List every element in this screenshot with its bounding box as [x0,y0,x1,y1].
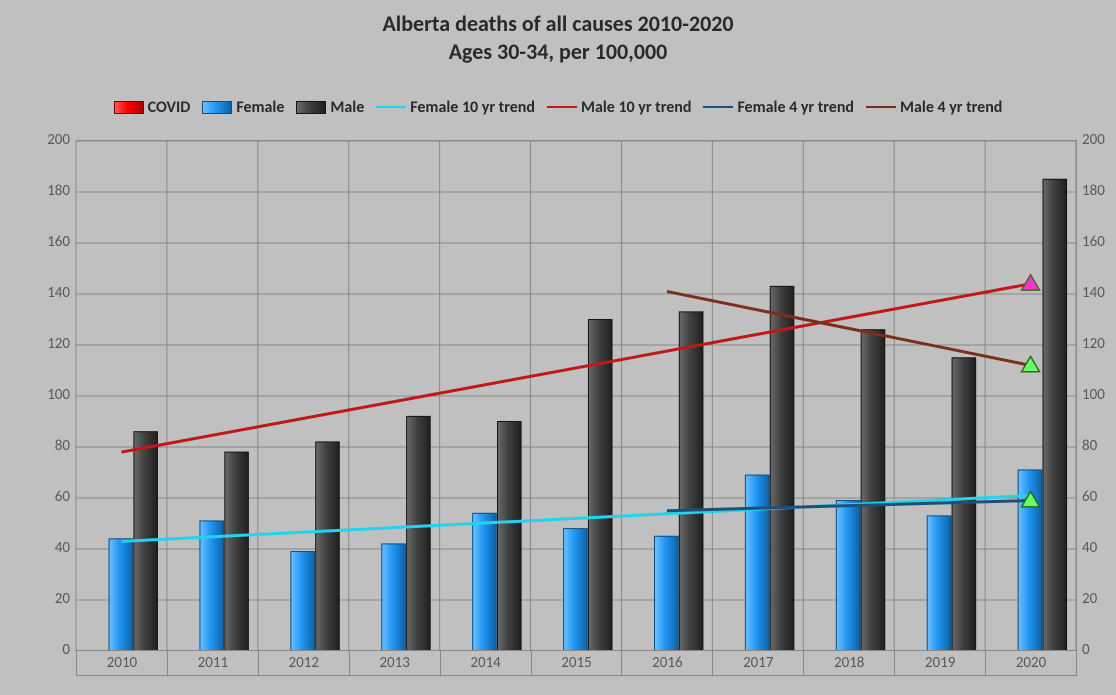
legend-label: Female 10 yr trend [410,98,535,117]
legend-swatch-bar [114,101,144,114]
plot-svg [76,141,1076,651]
bar-female [654,536,678,651]
y-tick-right: 140 [1082,284,1105,302]
y-tick-right: 20 [1082,590,1097,608]
bar-male [316,442,340,651]
legend-label: COVID [148,98,191,117]
chart-title: Alberta deaths of all causes 2010-2020 A… [0,10,1116,65]
x-tick: 2012 [259,650,350,676]
legend-swatch-line [376,106,406,109]
bar-male [498,422,522,652]
y-tick-left: 160 [36,233,70,251]
x-tick: 2010 [77,650,168,676]
y-tick-left: 60 [36,488,70,506]
bar-male [861,330,885,651]
title-line-1: Alberta deaths of all causes 2010-2020 [0,10,1116,38]
marker-male-10yr [1022,275,1040,290]
y-tick-left: 180 [36,182,70,200]
x-tick: 2011 [168,650,259,676]
y-tick-left: 120 [36,335,70,353]
bar-female [836,501,860,651]
legend-label: Male 10 yr trend [581,98,691,117]
legend-swatch-line [547,106,577,109]
x-tick: 2013 [350,650,441,676]
legend-label: Male [330,98,364,117]
plot-area [76,140,1077,651]
y-tick-right: 100 [1082,386,1105,404]
legend-item: Female 10 yr trend [376,98,535,117]
legend-item: COVID [114,98,191,117]
x-tick: 2014 [441,650,532,676]
x-tick: 2016 [622,650,713,676]
x-axis: 2010201120122013201420152016201720182019… [76,650,1077,676]
legend-swatch-line [703,106,733,109]
legend-label: Female 4 yr trend [737,98,854,117]
legend-item: Male 4 yr trend [866,98,1002,117]
y-tick-right: 200 [1082,131,1105,149]
bar-male [225,452,249,651]
y-tick-right: 60 [1082,488,1097,506]
legend-item: Male [296,98,364,117]
y-tick-right: 120 [1082,335,1105,353]
legend-item: Female 4 yr trend [703,98,854,117]
legend-swatch-bar [202,101,232,114]
y-tick-right: 80 [1082,437,1097,455]
y-tick-right: 40 [1082,539,1097,557]
bar-male [679,312,703,651]
bar-female [291,552,315,651]
bar-male [952,358,976,651]
y-tick-right: 0 [1082,641,1090,659]
x-tick: 2020 [986,650,1077,676]
legend-swatch-line [866,106,896,109]
trend-male-4yr [667,291,1031,365]
x-tick: 2017 [713,650,804,676]
bar-female [564,529,588,651]
bar-male [770,286,794,651]
x-tick: 2019 [895,650,986,676]
bar-male [407,416,431,651]
legend-swatch-bar [296,101,326,114]
legend-item: Male 10 yr trend [547,98,691,117]
legend-item: Female [202,98,284,117]
y-tick-right: 180 [1082,182,1105,200]
chart-container: Alberta deaths of all causes 2010-2020 A… [0,0,1116,695]
bar-female [382,544,406,651]
y-tick-left: 200 [36,131,70,149]
title-line-2: Ages 30-34, per 100,000 [0,38,1116,66]
y-tick-left: 80 [36,437,70,455]
bar-female [109,539,133,651]
bar-male [588,320,612,652]
y-tick-left: 0 [36,641,70,659]
y-tick-left: 40 [36,539,70,557]
bar-female [200,521,224,651]
legend-label: Female [236,98,284,117]
bar-female [745,475,769,651]
y-tick-right: 160 [1082,233,1105,251]
legend: COVID Female Male Female 10 yr trend Male 10… [0,97,1116,117]
x-tick: 2018 [804,650,895,676]
x-tick: 2015 [532,650,623,676]
legend-label: Male 4 yr trend [900,98,1002,117]
y-tick-left: 100 [36,386,70,404]
y-tick-left: 140 [36,284,70,302]
bar-female [473,513,497,651]
y-tick-left: 20 [36,590,70,608]
bar-male [1043,179,1067,651]
bar-female [927,516,951,651]
